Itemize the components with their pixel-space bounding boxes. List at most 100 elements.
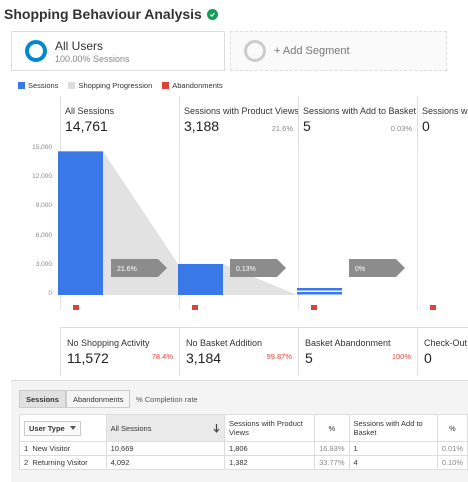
segment-all-users[interactable]: All Users 100.00% Sessions (11, 31, 225, 71)
session-bar (297, 292, 342, 295)
session-bar (58, 151, 103, 295)
abandonment-value: 3,184 (186, 350, 222, 366)
legend-label: Sessions (28, 81, 59, 90)
chevron-down-icon (69, 426, 76, 430)
progression-arrow (230, 259, 286, 277)
breakdown-panel: Sessions Abandonments % Completion rate … (11, 380, 468, 482)
y-tick-label: 15,000 (32, 144, 52, 151)
abandonment-name: No Shopping Activity (67, 338, 150, 348)
abandonment-name: Basket Abandonment (305, 338, 391, 348)
pct-basket-cell: 0.10% (436, 455, 468, 470)
funnel-chart-svg: 21.6% 0.13% 0% (58, 151, 436, 310)
column-divider (417, 145, 418, 310)
abandonment-pct: 78.4% (151, 352, 173, 361)
stage-name: All Sessions (65, 106, 115, 116)
abandonment-name: Check-Out Abandonment (424, 338, 468, 348)
check-circle-icon (206, 8, 218, 20)
column-header-add-to-basket[interactable]: Sessions with Add to Basket (348, 414, 438, 442)
pct-basket-cell: 0.01% (436, 441, 468, 456)
stage-pct: 0.03% (390, 124, 412, 133)
column-divider (179, 145, 180, 310)
all-sessions-cell: 4,092 (105, 455, 225, 470)
legend-swatch (18, 82, 25, 89)
abandonment-pct: 100% (391, 352, 411, 361)
page-header: Shopping Behaviour Analysis (4, 5, 218, 23)
y-tick-label: 6,000 (35, 231, 52, 239)
add-to-basket-cell: 4 (348, 455, 438, 470)
tab-sessions[interactable]: Sessions (19, 390, 66, 408)
abandonment-arrow-icon (311, 305, 317, 310)
y-tick-label: 3,000 (35, 260, 52, 268)
abandonment-check-out[interactable]: Check-Out Abandonment 0 (417, 327, 468, 375)
progression-rate-label: 0% (355, 266, 365, 273)
user-type-cell[interactable]: 1 New Visitor (19, 441, 107, 456)
segment-sessions-pct: 100.00% Sessions (55, 53, 130, 64)
segment-name: All Users (55, 38, 104, 53)
pct-views-cell: 33.77% (314, 455, 350, 470)
column-header-all-sessions[interactable]: All Sessions (105, 414, 225, 442)
abandonment-name: No Basket Addition (186, 338, 263, 348)
segment-ring-icon (25, 40, 47, 62)
breakdown-tabs: Sessions Abandonments (19, 390, 131, 408)
user-type-cell[interactable]: 2 Returning Visitor (19, 455, 107, 470)
column-header-user-type: User Type (19, 414, 107, 442)
pct-views-cell: 16.93% (314, 441, 350, 456)
all-sessions-cell: 10,669 (105, 441, 225, 456)
legend-item-progression: Shopping Progression (68, 81, 152, 90)
chart-legend: Sessions Shopping Progression Abandonmen… (18, 81, 223, 90)
abandonment-arrow-icon (73, 305, 79, 310)
y-tick-label: 0 (48, 290, 52, 297)
tab-abandonments[interactable]: Abandonments (65, 390, 131, 408)
abandonment-value: 0 (424, 350, 432, 366)
row-index: 2 (24, 458, 29, 467)
column-header-product-views[interactable]: Sessions with Product Views (223, 414, 316, 442)
stage-value: 14,761 (65, 118, 108, 134)
legend-label: Abandonments (172, 81, 223, 90)
legend-item-abandonments: Abandonments (162, 81, 223, 90)
progression-arrow (349, 259, 405, 277)
abandonment-arrow-icon (430, 305, 436, 310)
user-type-label: User Type (29, 423, 65, 433)
abandonment-arrow-icon (192, 305, 198, 310)
abandonment-no-shopping-activity[interactable]: No Shopping Activity 11,572 78.4% (60, 327, 179, 375)
abandonment-basket[interactable]: Basket Abandonment 5 100% (298, 327, 417, 375)
progression-rate-label: 21.6% (117, 266, 137, 273)
legend-swatch (68, 82, 76, 89)
stage-name: Sessions with Product Views (184, 106, 298, 116)
column-header-pct-views[interactable]: % (314, 414, 350, 442)
legend-label: Shopping Progression (78, 81, 153, 90)
add-to-basket-cell: 1 (348, 441, 438, 456)
stage-header-add-to-basket[interactable]: Sessions with Add to Basket 5 0.03% (298, 97, 417, 145)
stage-name: Sessions with Add to Basket (303, 106, 417, 116)
abandonment-pct: 99.87% (266, 352, 292, 361)
funnel-chart: 15,000 12,000 9,000 6,000 3,000 0 21.6% 0.13% 0… (0, 144, 468, 310)
stage-value: 3,188 (184, 118, 220, 134)
stage-header-check-out[interactable]: Sessions with Check-Out 0 (417, 97, 468, 145)
stage-header-product-views[interactable]: Sessions with Product Views 3,188 21.6% (179, 97, 298, 145)
add-segment-button[interactable]: + Add Segment (230, 31, 447, 71)
legend-swatch (162, 82, 170, 89)
add-segment-label: + Add Segment (274, 45, 350, 57)
user-type-link[interactable]: Returning Visitor (32, 458, 88, 467)
stage-value: 0 (422, 118, 430, 134)
user-type-dropdown[interactable]: User Type (24, 420, 81, 436)
sort-down-arrow-icon (213, 423, 220, 433)
column-header-pct-basket[interactable]: % (436, 414, 468, 442)
header-label: All Sessions (110, 423, 152, 433)
table-row[interactable]: 1 New Visitor 10,669 1,806 16.93% 1 0.01… (19, 441, 468, 456)
user-type-link[interactable]: New Visitor (32, 444, 71, 453)
breakdown-table: User Type All Sessions Sessions with Pro… (19, 414, 468, 470)
abandonment-value: 11,572 (67, 350, 109, 366)
abandonment-value: 5 (305, 350, 313, 366)
stage-header-all-sessions[interactable]: All Sessions 14,761 (60, 97, 179, 145)
page-title: Shopping Behaviour Analysis (4, 6, 202, 22)
y-tick-label: 9,000 (35, 202, 52, 210)
session-bar (178, 263, 223, 295)
progression-rate-label: 0.13% (236, 266, 256, 273)
session-bar (297, 288, 342, 291)
progression-arrow (111, 259, 167, 277)
y-tick-label: 12,000 (32, 173, 52, 181)
table-row[interactable]: 2 Returning Visitor 4,092 1,382 33.77% 4… (19, 455, 468, 470)
abandonment-no-basket-addition[interactable]: No Basket Addition 3,184 99.87% (179, 327, 298, 375)
completion-rate-label: % Completion rate (136, 395, 198, 404)
